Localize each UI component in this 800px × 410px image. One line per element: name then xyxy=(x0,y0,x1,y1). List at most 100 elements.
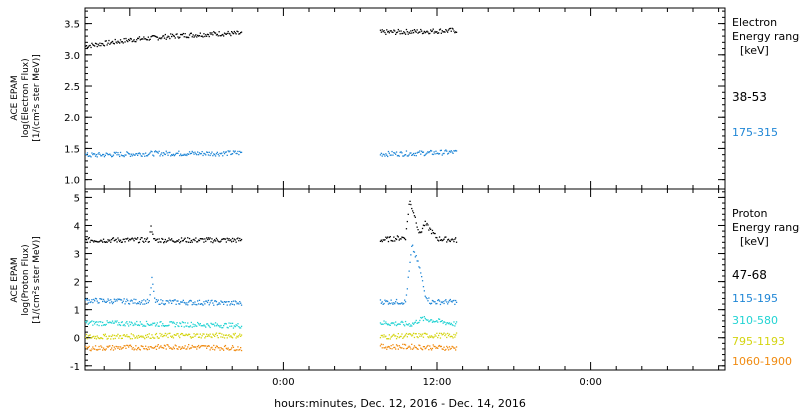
data-point xyxy=(430,30,433,33)
proton-ytick-label: 0 xyxy=(74,334,80,345)
data-point xyxy=(224,33,227,35)
data-point xyxy=(134,40,136,43)
data-point xyxy=(424,348,426,350)
data-point xyxy=(134,348,136,350)
data-point xyxy=(396,323,399,326)
data-point xyxy=(98,324,100,327)
data-point xyxy=(218,155,220,157)
data-point xyxy=(177,325,179,327)
data-point xyxy=(381,240,383,243)
data-point xyxy=(225,151,227,153)
data-point xyxy=(145,334,147,337)
data-point xyxy=(443,321,445,323)
data-point xyxy=(104,333,106,335)
data-point xyxy=(156,300,158,303)
data-point xyxy=(157,325,159,327)
data-point xyxy=(214,153,216,156)
data-point xyxy=(444,150,446,152)
data-point xyxy=(384,299,386,301)
data-point xyxy=(125,347,127,349)
data-point xyxy=(151,324,153,326)
data-point xyxy=(383,239,385,241)
data-point xyxy=(120,299,123,301)
data-point xyxy=(119,324,122,327)
data-point xyxy=(141,336,143,338)
data-point xyxy=(411,325,413,327)
data-point xyxy=(410,203,412,206)
data-point xyxy=(176,300,178,302)
data-point xyxy=(438,29,441,31)
data-point xyxy=(85,333,88,336)
data-point xyxy=(170,155,172,157)
data-point xyxy=(151,231,153,233)
data-point xyxy=(117,298,119,300)
data-point xyxy=(223,32,226,34)
data-point xyxy=(421,348,423,350)
data-point xyxy=(453,347,455,349)
data-point xyxy=(106,338,108,340)
data-point xyxy=(403,324,405,326)
data-point xyxy=(447,31,449,33)
data-point xyxy=(86,320,89,322)
data-point xyxy=(422,224,425,226)
data-point xyxy=(438,318,440,320)
data-point xyxy=(433,232,435,235)
data-point xyxy=(230,348,232,351)
data-point xyxy=(186,302,188,304)
data-point xyxy=(199,238,201,240)
data-point xyxy=(209,302,211,304)
data-point xyxy=(177,300,179,302)
data-point xyxy=(132,347,134,349)
data-point xyxy=(148,324,150,326)
data-point xyxy=(142,153,144,155)
data-point xyxy=(452,239,454,241)
data-point xyxy=(447,303,449,305)
data-point xyxy=(435,347,437,349)
data-point xyxy=(181,240,184,242)
data-point xyxy=(173,35,175,37)
data-point xyxy=(166,333,168,335)
data-point xyxy=(414,346,416,348)
data-point xyxy=(160,38,162,40)
data-point xyxy=(202,345,204,347)
data-point xyxy=(131,322,133,324)
data-point xyxy=(119,239,122,241)
data-point xyxy=(210,347,212,349)
data-point xyxy=(87,238,89,240)
data-point xyxy=(157,344,159,346)
data-point xyxy=(178,346,180,348)
data-point xyxy=(440,239,442,241)
data-point xyxy=(215,325,218,327)
data-point xyxy=(141,300,143,302)
data-point xyxy=(411,154,413,156)
data-point xyxy=(182,240,184,242)
data-point xyxy=(428,151,430,154)
electron-legend-units: [keV] xyxy=(740,44,769,57)
data-point xyxy=(397,28,399,31)
data-point xyxy=(173,241,175,243)
data-point xyxy=(223,35,225,37)
data-point xyxy=(152,322,154,324)
data-point xyxy=(450,300,452,302)
data-point xyxy=(196,325,198,327)
data-point xyxy=(229,336,231,338)
data-point xyxy=(441,320,443,322)
data-point xyxy=(420,153,422,155)
data-point xyxy=(221,333,223,335)
data-point xyxy=(387,30,390,33)
data-point xyxy=(205,240,207,242)
proton-x-ticks xyxy=(103,189,720,370)
data-point xyxy=(449,348,451,350)
data-point xyxy=(85,322,88,324)
data-point xyxy=(445,149,447,151)
data-point xyxy=(109,321,111,323)
data-point xyxy=(439,303,442,306)
data-point xyxy=(124,335,126,337)
data-point xyxy=(226,154,228,156)
data-point xyxy=(148,348,150,350)
data-point xyxy=(413,322,416,324)
data-point xyxy=(176,33,178,35)
data-point xyxy=(195,303,197,306)
data-point xyxy=(145,155,148,157)
data-point xyxy=(144,38,146,40)
